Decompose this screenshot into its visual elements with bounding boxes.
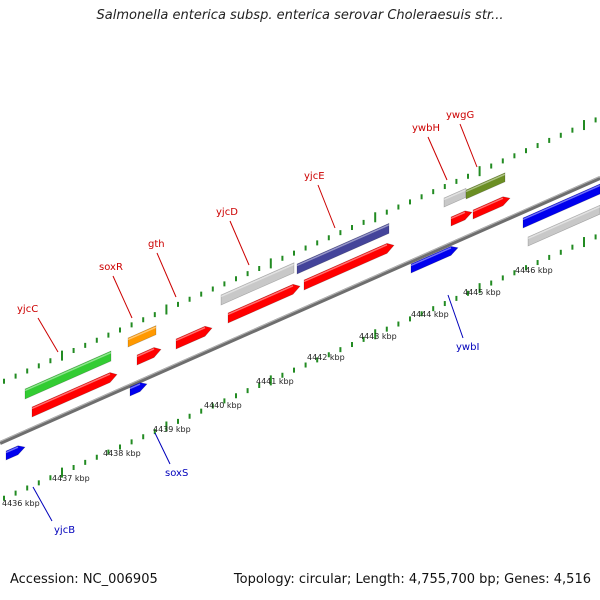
ywgG-gene-arrow-shape — [472, 196, 511, 220]
yjcD-cds-block-bevel — [220, 263, 295, 298]
ywgG-cds-block-bevel — [465, 173, 506, 193]
yjcE-cds-block-shape — [296, 222, 390, 275]
scale-label: 4437 kbp — [52, 474, 90, 483]
soxS-gene-arrow-shape — [129, 382, 148, 397]
gth-leader — [156, 252, 177, 298]
tick-marks — [3, 117, 597, 501]
genome-title: Salmonella enterica subsp. enterica sero… — [96, 8, 504, 23]
yjcC-gene-arrow[interactable] — [31, 372, 118, 418]
yjcD-gene-arrow[interactable] — [227, 283, 301, 324]
gene-label-yjcE[interactable]: yjcE — [304, 171, 325, 182]
yjcE-gene-arrow[interactable] — [303, 243, 395, 291]
scale-label: 4446 kbp — [515, 266, 553, 275]
scale-label: 4440 kbp — [204, 401, 242, 410]
scale-label: 4442 kbp — [307, 353, 345, 362]
backbone-line — [0, 176, 600, 445]
yjcC-leader — [37, 317, 59, 353]
soxR-gene-arrow[interactable] — [136, 347, 162, 366]
yjcE-leader — [317, 184, 336, 229]
ywbI-neighbor-cds-bevel — [527, 206, 600, 240]
ywbH-gene-arrow-shape — [450, 210, 473, 227]
scale-label: 4443 kbp — [359, 332, 397, 341]
ywbH-cds-block-bevel — [443, 189, 467, 201]
accession-text: Accession: NC_006905 — [10, 572, 158, 587]
soxR-cds-block[interactable] — [127, 325, 157, 348]
gene-label-soxR[interactable]: soxR — [99, 262, 123, 273]
ywbH-gene-arrow-bevel — [450, 211, 466, 220]
yjcB-gene-arrow[interactable] — [5, 445, 26, 461]
gene-label-yjcB[interactable]: yjcB — [54, 525, 75, 536]
gth-gene-arrow-shape — [175, 325, 213, 350]
feature-blocks — [5, 172, 600, 461]
soxR-gene-arrow-shape — [136, 347, 162, 366]
soxR-cds-block-bevel — [127, 326, 157, 341]
scale-label: 4441 kbp — [256, 377, 294, 386]
ywbI-gene-arrow-bevel — [410, 247, 452, 267]
yjcD-cds-block-shape — [220, 262, 295, 306]
yjcD-gene-arrow-shape — [227, 283, 301, 324]
ywbI-neighbor-cds-shape — [527, 204, 600, 247]
backbone-highlight — [0, 176, 600, 442]
gene-label-soxS[interactable]: soxS — [165, 468, 188, 479]
yjcE-gene-arrow-shape — [303, 243, 395, 291]
scale-label: 4444 kbp — [411, 310, 449, 319]
soxS-leader — [154, 432, 171, 465]
gene-label-ywbI[interactable]: ywbI — [456, 342, 479, 353]
scale-label: 4436 kbp — [2, 499, 40, 508]
gene-labels: 4436 kbp 4437 kbp 4438 kbp 4439 kbp 4440 kbp… — [2, 110, 553, 536]
backbone-line-group — [0, 176, 600, 445]
ywgG-gene-arrow[interactable] — [472, 196, 511, 220]
yjcB-leader — [32, 486, 53, 522]
yjcD-leader — [229, 220, 250, 266]
ywgG-cds-block[interactable] — [465, 172, 506, 200]
yjcD-gene-arrow-bevel — [227, 285, 294, 316]
gene-label-gth[interactable]: gth — [148, 239, 165, 250]
label-leaders — [32, 123, 478, 522]
ywbH-leader — [427, 136, 448, 181]
gth-gene-arrow-bevel — [175, 327, 206, 342]
gene-label-ywbH[interactable]: ywbH — [412, 123, 440, 134]
yjcC-gene-arrow-bevel — [31, 373, 111, 410]
ywbI-neighbor-arrow-bevel — [522, 184, 600, 221]
gene-label-yjcC[interactable]: yjcC — [17, 304, 38, 315]
ywbI-gene-arrow[interactable] — [410, 246, 459, 274]
ywbH-cds-block[interactable] — [443, 187, 467, 208]
soxR-leader — [112, 275, 133, 319]
ywgG-gene-arrow-bevel — [472, 197, 504, 213]
ywbI-neighbor-arrow-shape — [522, 183, 600, 229]
soxR-gene-arrow-bevel — [136, 348, 155, 358]
scale-label: 4439 kbp — [153, 425, 191, 434]
yjcE-cds-block[interactable] — [296, 222, 390, 275]
ywgG-cds-block-shape — [465, 172, 506, 200]
scale-label: 4438 kbp — [103, 449, 141, 458]
yjcC-gene-arrow-shape — [31, 372, 118, 418]
gth-gene-arrow[interactable] — [175, 325, 213, 350]
yjcE-gene-arrow-bevel — [303, 244, 388, 283]
soxS-gene-arrow[interactable] — [129, 382, 148, 397]
soxR-cds-block-shape — [127, 325, 157, 348]
yjcB-gene-arrow-shape — [5, 445, 26, 461]
ywbI-neighbor-arrow[interactable] — [522, 183, 600, 229]
gene-label-ywgG[interactable]: ywgG — [446, 110, 474, 121]
yjcC-cds-block-bevel — [24, 351, 112, 392]
soxS-gene-arrow-bevel — [129, 383, 141, 390]
yjcE-cds-block-bevel — [296, 224, 390, 267]
topology-summary: Topology: circular; Length: 4,755,700 bp… — [233, 572, 591, 587]
ywbI-leader — [447, 294, 464, 339]
scale-label: 4445 kbp — [463, 288, 501, 297]
ywbH-gene-arrow[interactable] — [450, 210, 473, 227]
gene-label-yjcD[interactable]: yjcD — [216, 207, 238, 218]
ywgG-leader — [459, 123, 478, 168]
yjcB-gene-arrow-bevel — [5, 446, 19, 454]
ywbI-neighbor-cds[interactable] — [527, 204, 600, 247]
yjcC-cds-block[interactable] — [24, 350, 112, 400]
yjcD-cds-block[interactable] — [220, 262, 295, 306]
yjcC-cds-block-shape — [24, 350, 112, 400]
ywbI-gene-arrow-shape — [410, 246, 459, 274]
